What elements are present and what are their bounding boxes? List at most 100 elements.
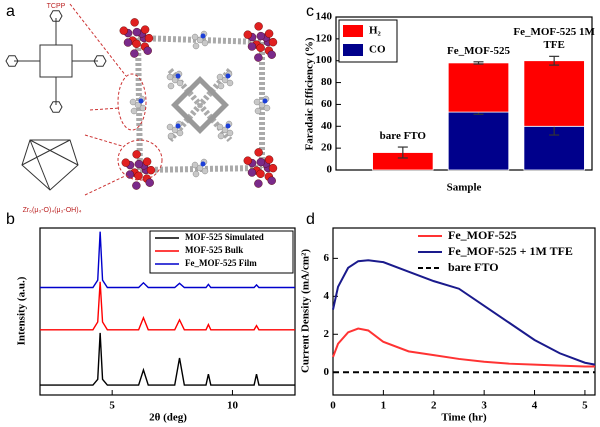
panel-label: c <box>306 3 314 20</box>
cluster-atom <box>132 39 141 49</box>
x-axis-label: Time (hr) <box>441 412 487 424</box>
atom <box>166 123 174 131</box>
nitrogen-atom <box>225 123 231 129</box>
cluster-bond <box>21 139 71 166</box>
atom <box>191 33 199 41</box>
y-axis-label: Intensity (a.u.) <box>16 276 28 345</box>
legend-label: Fe_MOF-525 <box>448 228 517 242</box>
cluster-atom <box>268 37 278 47</box>
legend-box <box>149 230 294 274</box>
atom <box>134 101 142 109</box>
cluster-atom <box>264 29 274 38</box>
atom <box>226 129 234 137</box>
bar <box>447 111 510 171</box>
cluster-atom <box>254 53 263 62</box>
legend-label: Fe_MOF-525 Film <box>185 258 257 268</box>
nitrogen-atom <box>138 98 144 104</box>
cluster-atom <box>132 150 141 159</box>
atom <box>176 79 184 87</box>
cluster-atom <box>256 31 266 41</box>
atom <box>254 107 262 115</box>
atom <box>201 39 209 47</box>
atom <box>167 132 175 140</box>
phenyl-ring <box>93 55 107 67</box>
x-tick-label: 3 <box>481 400 487 412</box>
panel-label: b <box>6 211 15 228</box>
atom <box>221 126 229 134</box>
cluster-atom <box>146 165 156 175</box>
nitrogen-atom <box>200 161 206 167</box>
legend-label: MOF-525 Simulated <box>185 232 264 242</box>
cluster-atom <box>134 171 143 181</box>
atom <box>258 101 266 109</box>
x-tick-label: 0 <box>330 400 336 412</box>
plot-frame <box>332 227 596 396</box>
data-line <box>40 281 295 331</box>
cluster-atom <box>256 43 265 53</box>
y-tick-label: 2 <box>324 328 330 340</box>
phenyl-ring <box>49 10 63 22</box>
data-line <box>332 259 596 366</box>
callout-line <box>89 107 121 111</box>
nitrogen-atom <box>175 73 181 79</box>
x-tick-label: 5 <box>582 400 588 412</box>
cluster-atom <box>140 25 150 34</box>
legend-label: bare FTO <box>448 260 499 274</box>
cluster-bond <box>29 139 79 166</box>
cluster-atom <box>247 42 257 51</box>
atom <box>196 36 204 44</box>
cluster-atom <box>254 179 263 188</box>
framework-link <box>167 68 233 142</box>
cluster-atom <box>254 22 263 31</box>
atom <box>253 98 261 106</box>
cluster-atom <box>264 155 274 164</box>
cluster-atom <box>123 38 133 47</box>
cluster-atom <box>256 157 266 167</box>
x-axis-label: Sample <box>447 182 482 194</box>
atom <box>176 129 184 137</box>
callout-line <box>84 134 123 147</box>
atom <box>196 164 204 172</box>
atom <box>216 123 224 131</box>
x-axis-label: 2θ (deg) <box>149 412 187 424</box>
cluster-sketch <box>21 139 79 191</box>
cluster-atom <box>132 27 142 37</box>
nitrogen-atom <box>200 33 206 39</box>
highlight-circle <box>117 73 147 131</box>
cluster-atom <box>145 178 154 187</box>
callout-line <box>84 175 126 196</box>
cluster-atom <box>243 156 252 165</box>
plot-frame <box>39 227 296 396</box>
atom <box>217 132 225 140</box>
linker-label: TCPP <box>47 3 66 10</box>
category-label: Fe_MOF-525 1M TFE <box>513 26 595 52</box>
atom <box>191 161 199 169</box>
cluster-atom <box>134 159 144 169</box>
y-tick-label: 140 <box>316 11 333 23</box>
atom <box>192 170 200 178</box>
atom <box>192 42 200 50</box>
phenyl-ring <box>49 101 63 113</box>
category-label: bare FTO <box>379 130 426 143</box>
x-tick-label: 5 <box>109 400 115 412</box>
cluster-atom <box>132 181 141 190</box>
atom <box>166 73 174 81</box>
atom <box>226 79 234 87</box>
atom <box>221 76 229 84</box>
atom <box>171 126 179 134</box>
atom <box>129 98 137 106</box>
legend-label: Fe_MOF-525 + 1M TFE <box>448 244 573 258</box>
y-tick-label: 100 <box>316 54 333 66</box>
nitrogen-atom <box>262 98 268 104</box>
cluster-atom <box>254 148 263 157</box>
y-axis-label: Faradaic Efficiency (%) <box>304 37 316 150</box>
y-tick-label: 0 <box>327 164 333 176</box>
callout-line <box>69 3 127 77</box>
atom <box>171 76 179 84</box>
linker-sketch <box>39 44 73 78</box>
cluster-atom <box>268 163 278 173</box>
x-tick-label: 2 <box>431 400 437 412</box>
y-tick-label: 4 <box>324 290 330 302</box>
nitrogen-atom <box>225 73 231 79</box>
